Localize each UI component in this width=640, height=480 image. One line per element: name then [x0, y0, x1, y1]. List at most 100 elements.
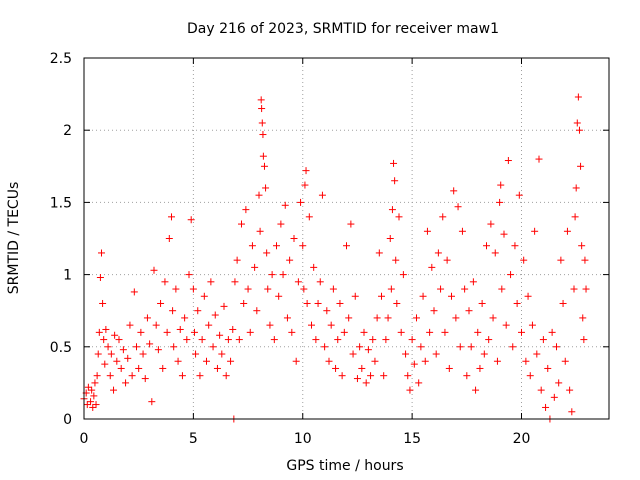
data-point-marker [474, 328, 482, 336]
data-point-marker [110, 386, 118, 394]
data-point-marker [511, 242, 519, 250]
data-point-marker [571, 213, 579, 221]
data-point-marker [244, 285, 252, 293]
data-point-marker [393, 299, 401, 307]
data-point-marker [300, 285, 308, 293]
data-point-marker [472, 386, 480, 394]
data-point-marker [524, 292, 532, 300]
data-point-marker [369, 336, 377, 344]
data-point-marker [227, 357, 235, 365]
data-point-marker [325, 357, 333, 365]
data-point-marker [194, 307, 202, 315]
data-point-marker [141, 375, 149, 383]
data-point-marker [96, 273, 104, 281]
data-point-marker [426, 328, 434, 336]
data-point-marker [231, 278, 239, 286]
data-point-marker [395, 213, 403, 221]
data-point-marker [277, 220, 285, 228]
data-point-marker [410, 360, 418, 368]
data-point-marker [448, 292, 455, 300]
data-point-marker [570, 285, 578, 293]
data-point-marker [128, 372, 136, 380]
data-point-marker [251, 263, 259, 271]
y-tick-label: 0.5 [50, 340, 72, 356]
data-point-marker [478, 299, 486, 307]
y-tick-label: 1.5 [50, 195, 72, 211]
data-point-marker [294, 278, 302, 286]
data-point-marker [100, 336, 108, 344]
data-point-marker [533, 350, 541, 358]
data-point-marker [450, 187, 458, 195]
data-point-marker [222, 372, 230, 380]
data-point-marker [101, 360, 109, 368]
data-point-marker [428, 263, 436, 271]
data-point-marker [513, 299, 521, 307]
data-point-marker [386, 235, 394, 242]
data-point-marker [281, 201, 289, 209]
data-point-marker [314, 299, 322, 307]
data-point-marker [207, 278, 215, 286]
data-point-marker [185, 271, 193, 279]
data-point-marker [443, 256, 451, 264]
data-point-marker [452, 314, 460, 322]
data-point-marker [88, 386, 96, 394]
data-point-marker [154, 346, 162, 354]
data-point-marker [535, 155, 543, 163]
y-tick-label: 2.5 [50, 51, 72, 67]
x-tick-label: 10 [294, 431, 312, 447]
data-point-marker [310, 263, 318, 271]
data-point-marker [485, 336, 493, 344]
data-point-marker [347, 220, 355, 228]
data-point-marker [139, 350, 147, 358]
data-point-marker [172, 285, 180, 293]
data-point-marker [152, 321, 160, 329]
data-point-marker [463, 372, 471, 380]
data-point-marker [384, 314, 392, 322]
data-point-marker [340, 328, 348, 336]
data-point-marker [404, 372, 412, 380]
data-point-marker [161, 278, 169, 286]
data-point-marker [476, 364, 484, 372]
data-point-marker [187, 216, 195, 224]
data-point-marker [553, 343, 560, 351]
data-point-marker [106, 372, 114, 380]
data-point-marker [406, 386, 414, 394]
data-point-marker [504, 157, 512, 165]
data-point-marker [275, 292, 283, 300]
data-point-marker [388, 206, 396, 214]
data-point-marker [555, 379, 563, 387]
data-point-marker [262, 184, 270, 192]
data-point-marker [362, 379, 370, 387]
data-point-marker [413, 314, 420, 322]
data-point-marker [323, 307, 331, 315]
data-point-marker [353, 375, 361, 383]
data-point-marker [259, 131, 267, 139]
data-point-marker [364, 346, 372, 354]
data-point-marker [90, 392, 98, 400]
data-point-marker [259, 152, 267, 160]
data-point-marker [417, 343, 425, 351]
data-point-marker [253, 307, 261, 315]
data-point-marker [189, 285, 197, 293]
data-point-marker [176, 325, 184, 333]
data-point-marker [133, 343, 140, 351]
data-point-marker [288, 328, 296, 336]
data-point-marker [257, 96, 265, 104]
data-point-marker [391, 177, 399, 185]
data-point-marker [507, 271, 515, 279]
x-tick-label: 15 [403, 431, 421, 447]
data-point-marker [169, 307, 177, 315]
data-point-marker [399, 271, 407, 279]
data-point-marker [165, 235, 173, 242]
data-point-marker [95, 328, 103, 336]
grid-lines [84, 58, 609, 419]
data-point-marker [390, 159, 398, 167]
x-tick-label: 5 [189, 431, 198, 447]
data-point-marker [99, 299, 107, 307]
data-point-marker [303, 299, 311, 307]
data-point-marker [200, 292, 208, 300]
data-point-marker [334, 336, 342, 344]
data-point-marker [568, 408, 576, 416]
data-point-marker [528, 321, 536, 329]
data-point-marker [358, 364, 366, 372]
